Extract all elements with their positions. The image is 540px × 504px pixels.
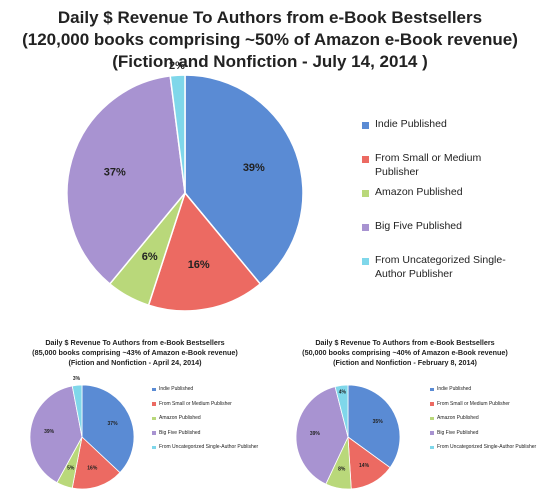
chart-subtitle-line-1: (50,000 books comprising ~40% of Amazon … xyxy=(302,348,508,357)
slice-label-from-small-or-medium-publisher: 16% xyxy=(87,466,98,472)
pie-slice-from-uncategorized-single-author-publisher xyxy=(169,74,186,194)
chart-title: Daily $ Revenue To Authors from e-Book B… xyxy=(57,8,483,27)
legend-label: Amazon Published xyxy=(437,415,479,421)
pie-svg: 37% 16% 5% 39% 3% xyxy=(29,376,135,490)
legend-label: Indie Published xyxy=(159,386,194,392)
slice-label-indie-published: 35% xyxy=(373,419,384,425)
legend-swatch xyxy=(430,445,434,450)
pie-slice-from-small-or-medium-publisher xyxy=(71,436,121,490)
legend-label: Amazon Published xyxy=(159,415,201,421)
legend-swatch xyxy=(152,387,156,392)
legend-label: Big Five Published xyxy=(159,429,201,436)
chart-subtitle-line-2: (Fiction and Nonfiction - July 14, 2014 … xyxy=(112,52,428,71)
legend-swatch xyxy=(362,223,369,231)
chart-title: Daily $ Revenue To Authors from e-Book B… xyxy=(315,338,495,347)
slice-label-indie-published: 39% xyxy=(243,162,265,174)
pie-slice-big-five-published xyxy=(29,385,83,484)
pie-slice-from-uncategorized-single-author-publisher xyxy=(334,384,349,438)
pie-svg: 35% 14% 8% 39% 4% xyxy=(295,384,401,490)
chart-subtitle-line-2: (Fiction and Nonfiction - April 24, 2014… xyxy=(68,358,202,367)
slice-label-from-uncategorized-single-author-publisher: 2% xyxy=(169,60,185,72)
chart-subtitle-line-2: (Fiction and Nonfiction - February 8, 20… xyxy=(333,358,477,367)
slice-label-amazon-published: 6% xyxy=(142,251,158,263)
legend-swatch xyxy=(362,189,369,197)
pie-slice-indie-published xyxy=(81,384,135,474)
pie-slice-from-uncategorized-single-author-publisher xyxy=(71,384,83,438)
legend-swatch xyxy=(362,155,369,163)
pie-slice-big-five-published xyxy=(66,75,186,285)
pie-svg: 39% 16% 6% 37% 2% xyxy=(66,60,304,312)
legend-swatch xyxy=(430,416,434,421)
slice-label-big-five-published: 39% xyxy=(310,431,321,437)
legend-label: From Uncategorized Single-Author Publish… xyxy=(159,444,259,450)
slice-label-indie-published: 37% xyxy=(108,421,119,427)
legend-label: From Uncategorized Single-Author Publish… xyxy=(437,444,537,450)
legend-label: Amazon Published xyxy=(375,186,463,198)
pie-slice-indie-published xyxy=(184,74,304,285)
pie-slice-from-small-or-medium-publisher xyxy=(147,191,262,312)
legend-swatch xyxy=(152,431,156,435)
chart-title: Daily $ Revenue To Authors from e-Book B… xyxy=(45,338,225,347)
legend-label: From Small or Medium Publisher xyxy=(375,152,482,178)
pie-slice-big-five-published xyxy=(295,386,349,485)
legend-label: Big Five Published xyxy=(375,220,462,232)
pie-slice-indie-published xyxy=(347,384,401,469)
legend-swatch xyxy=(152,416,156,421)
slice-label-amazon-published: 8% xyxy=(338,467,346,473)
legend-label: Big Five Published xyxy=(437,429,479,436)
legend-swatch xyxy=(430,387,434,392)
main-pie-chart: Daily $ Revenue To Authors from e-Book B… xyxy=(22,8,518,312)
chart-subtitle-line-1: (120,000 books comprising ~50% of Amazon… xyxy=(22,30,518,49)
chart-subtitle-line-1: (85,000 books comprising ~43% of Amazon … xyxy=(32,348,238,357)
slice-label-big-five-published: 39% xyxy=(44,429,55,435)
slice-label-from-uncategorized-single-author-publisher: 3% xyxy=(73,376,81,382)
legend-label: From Uncategorized Single-Author Publish… xyxy=(375,254,506,280)
legend-label: From Small or Medium Publisher xyxy=(159,400,232,407)
april-pie-chart: Daily $ Revenue To Authors from e-Book B… xyxy=(0,330,270,504)
slice-label-amazon-published: 5% xyxy=(67,465,75,471)
legend-swatch xyxy=(362,121,369,129)
legend-swatch xyxy=(362,257,369,265)
slice-label-from-small-or-medium-publisher: 14% xyxy=(359,463,370,469)
legend-swatch xyxy=(430,431,434,435)
slice-label-from-uncategorized-single-author-publisher: 4% xyxy=(339,390,347,396)
slice-label-from-small-or-medium-publisher: 16% xyxy=(188,259,210,271)
february-pie-chart: Daily $ Revenue To Authors from e-Book B… xyxy=(270,330,540,504)
legend-swatch xyxy=(430,402,434,406)
legend-swatch xyxy=(152,445,156,450)
slice-label-big-five-published: 37% xyxy=(104,167,126,179)
legend-swatch xyxy=(152,402,156,406)
legend-label: Indie Published xyxy=(437,386,472,392)
legend-label: Indie Published xyxy=(375,118,447,130)
legend-label: From Small or Medium Publisher xyxy=(437,400,510,407)
